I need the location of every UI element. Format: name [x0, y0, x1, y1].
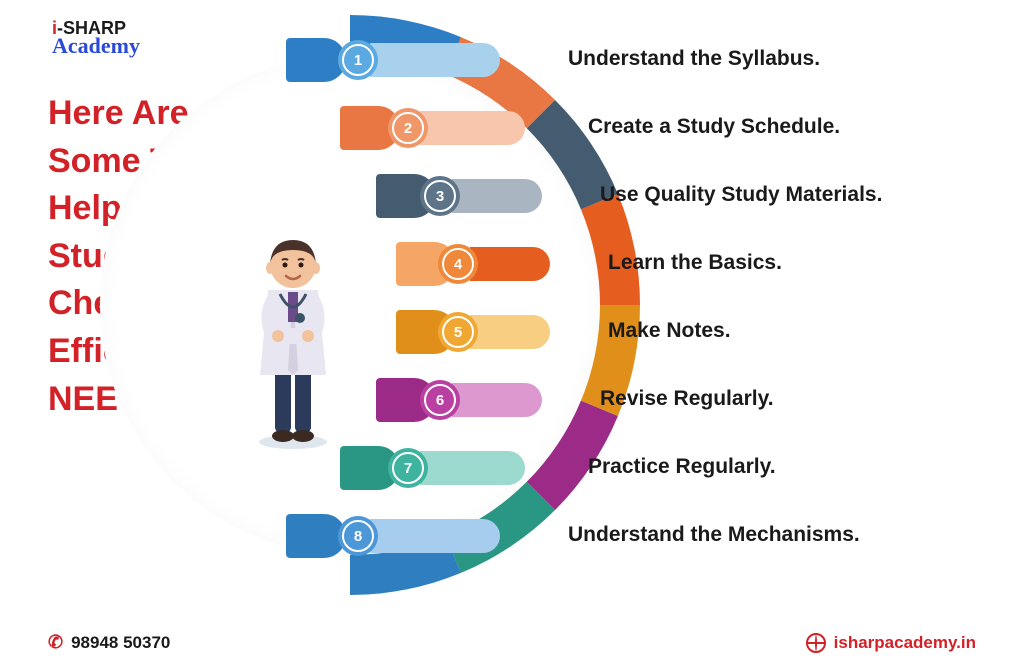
list-item: 5	[438, 310, 550, 354]
phone-number: 98948 50370	[71, 633, 170, 653]
doctor-illustration	[238, 220, 348, 450]
item-number-badge: 6	[420, 380, 460, 420]
circle-infographic	[60, 15, 640, 595]
list-item: 2	[388, 106, 525, 150]
item-label: Make Notes.	[608, 319, 731, 343]
phone-icon: ✆	[48, 632, 63, 653]
item-bar	[452, 383, 542, 417]
list-item: 4	[438, 242, 550, 286]
item-bar	[452, 179, 542, 213]
item-bar	[470, 315, 550, 349]
list-item: 1	[338, 38, 500, 82]
globe-icon	[806, 633, 826, 653]
item-accent	[286, 514, 346, 558]
item-bar	[370, 519, 500, 553]
item-number-badge: 2	[388, 108, 428, 148]
item-number-badge: 3	[420, 176, 460, 216]
website-url: isharpacademy.in	[834, 633, 976, 653]
item-number-badge: 7	[388, 448, 428, 488]
item-label: Understand the Mechanisms.	[568, 523, 860, 547]
list-item: 8	[338, 514, 500, 558]
list-item: 7	[388, 446, 525, 490]
item-number-badge: 1	[338, 40, 378, 80]
item-number-badge: 4	[438, 244, 478, 284]
item-number-badge: 8	[338, 516, 378, 556]
item-label: Use Quality Study Materials.	[600, 183, 882, 207]
website: isharpacademy.in	[806, 633, 976, 653]
item-bar	[420, 451, 525, 485]
item-accent	[286, 38, 346, 82]
item-number-badge: 5	[438, 312, 478, 352]
phone: ✆ 98948 50370	[48, 632, 170, 653]
item-label: Learn the Basics.	[608, 251, 782, 275]
list-item: 6	[420, 378, 542, 422]
item-label: Practice Regularly.	[588, 455, 776, 479]
item-label: Create a Study Schedule.	[588, 115, 840, 139]
item-label: Revise Regularly.	[600, 387, 774, 411]
item-label: Understand the Syllabus.	[568, 47, 820, 71]
item-bar	[420, 111, 525, 145]
item-bar	[370, 43, 500, 77]
footer: ✆ 98948 50370 isharpacademy.in	[48, 632, 976, 653]
item-bar	[470, 247, 550, 281]
list-item: 3	[420, 174, 542, 218]
